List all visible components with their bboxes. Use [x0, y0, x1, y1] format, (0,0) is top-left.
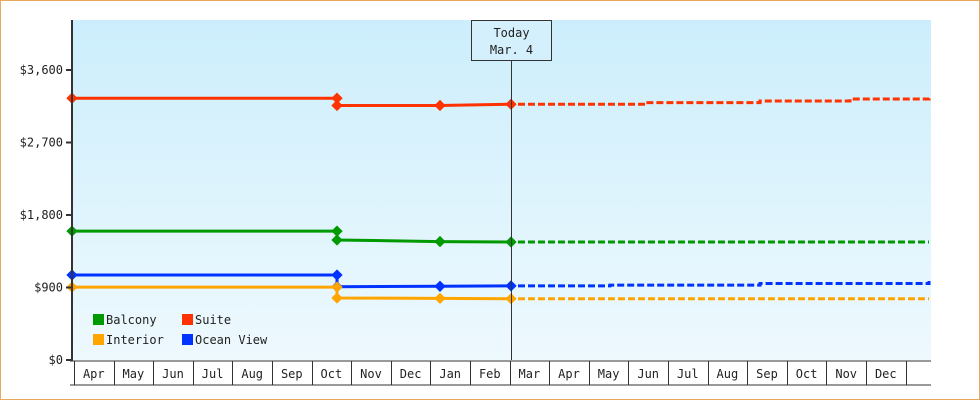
y-tick-label: $900: [34, 281, 63, 295]
data-point: [331, 225, 343, 237]
x-tick-label: Oct: [796, 367, 818, 381]
legend-item-balcony: Balcony: [93, 313, 157, 327]
x-tick-label: Dec: [400, 367, 422, 381]
x-tick-label: Mar: [519, 367, 541, 381]
legend: Balcony Suite Interior Ocean View: [93, 313, 268, 347]
y-tick-label: $1,800: [20, 208, 63, 222]
x-tick-label: Aug: [241, 367, 263, 381]
x-tick-label: Jul: [202, 367, 224, 381]
series-layer: [66, 92, 931, 305]
legend-label: Balcony: [106, 313, 157, 327]
legend-swatch: [93, 314, 104, 325]
legend-swatch: [93, 334, 104, 345]
data-point: [331, 269, 343, 281]
legend-swatch: [182, 334, 193, 345]
x-tick-label: Jun: [637, 367, 659, 381]
y-tick-label: $2,700: [20, 136, 63, 150]
y-axis: $0 $900 $1,800 $2,700 $3,600: [20, 20, 73, 367]
x-axis: Apr May Jun Jul Aug Sep Oct Nov Dec Jan Feb Mar Apr M…: [70, 360, 931, 386]
legend-label: Interior: [106, 333, 164, 347]
legend-swatch: [182, 314, 193, 325]
x-tick-label: Feb: [479, 367, 501, 381]
x-tick-label: Nov: [835, 367, 857, 381]
data-point: [434, 235, 446, 248]
y-tick-label: $3,600: [20, 63, 63, 77]
data-point: [331, 292, 343, 304]
x-tick-label: Oct: [321, 367, 343, 381]
legend-item-suite: Suite: [182, 313, 231, 327]
series-balcony: [66, 225, 929, 248]
x-tick-label: Dec: [875, 367, 897, 381]
x-tick-label: Nov: [360, 367, 382, 381]
series-interior: [66, 281, 929, 305]
x-tick-label: Jul: [677, 367, 699, 381]
x-tick-label: Aug: [717, 367, 739, 381]
legend-item-ocean-view: Ocean View: [182, 333, 268, 347]
data-point: [331, 234, 343, 246]
x-tick-label: Apr: [558, 367, 580, 381]
x-tick-label: Sep: [756, 367, 778, 381]
x-tick-label: Jan: [439, 367, 461, 381]
legend-item-interior: Interior: [93, 333, 164, 347]
data-point: [434, 280, 446, 292]
data-point: [434, 292, 446, 305]
data-point: [331, 281, 343, 293]
today-date: Mar. 4: [490, 43, 533, 57]
x-tick-label: Apr: [83, 367, 105, 381]
legend-label: Ocean View: [195, 333, 268, 347]
x-tick-label: Sep: [281, 367, 303, 381]
x-tick-label: May: [123, 367, 145, 381]
plot-area: [72, 20, 931, 360]
y-tick-label: $0: [49, 353, 63, 367]
forecast-line: [518, 281, 931, 288]
today-marker: Today Mar. 4: [471, 20, 552, 360]
forecast-line: [518, 96, 931, 106]
x-tick-label: May: [598, 367, 620, 381]
x-tick-label: Jun: [162, 367, 184, 381]
legend-label: Suite: [195, 313, 231, 327]
today-label: Today: [493, 26, 529, 40]
